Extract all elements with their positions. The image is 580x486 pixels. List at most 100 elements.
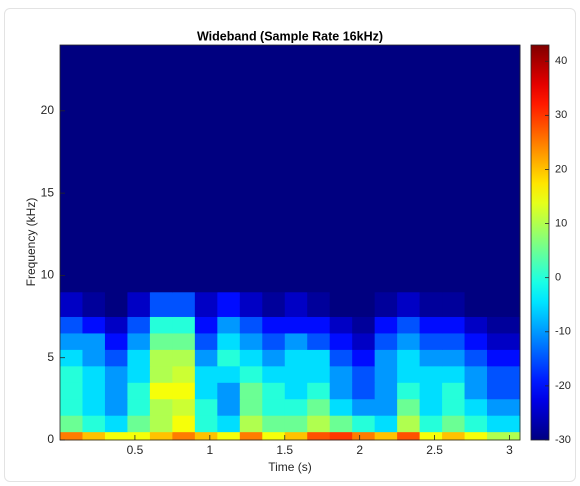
heatmap-cell (352, 382, 376, 400)
heatmap-cell (419, 365, 443, 383)
heatmap-cells (60, 45, 521, 441)
y-tick-label: 0 (47, 432, 54, 446)
heatmap-cell (352, 431, 376, 441)
heatmap-cell (419, 349, 443, 367)
heatmap-cell (397, 398, 421, 416)
heatmap-cell (397, 431, 421, 441)
heatmap-cell (104, 415, 128, 433)
y-tick-label: 15 (41, 185, 55, 199)
heatmap-cell (487, 333, 521, 350)
heatmap-cell (397, 365, 421, 383)
heatmap-cell (127, 291, 151, 317)
x-tick-label: 2 (356, 443, 363, 457)
heatmap-cell (194, 45, 218, 293)
heatmap-cell (149, 333, 173, 350)
heatmap-cell (374, 349, 398, 367)
colorbar (530, 44, 550, 441)
heatmap-cell (172, 431, 196, 441)
heatmap-cell (127, 333, 151, 350)
heatmap-cell (464, 45, 488, 293)
x-tick-label: 0.5 (127, 443, 144, 457)
heatmap-cell (172, 415, 196, 433)
heatmap-cell (352, 333, 376, 350)
heatmap-cell (217, 431, 241, 441)
heatmap-cell (262, 431, 286, 441)
heatmap-cell (329, 431, 353, 441)
heatmap-cell (82, 291, 106, 317)
y-tick-label: 5 (47, 350, 54, 364)
heatmap-cell (60, 415, 83, 433)
heatmap-cell (329, 45, 353, 293)
heatmap-cell (329, 398, 353, 416)
heatmap-cell (82, 382, 106, 400)
heatmap-cell (352, 349, 376, 367)
heatmap-cell (352, 45, 376, 293)
heatmap-cell (419, 45, 443, 293)
heatmap-cell (329, 316, 353, 334)
heatmap-cell (149, 349, 173, 367)
heatmap-cell (442, 45, 465, 293)
heatmap-cell (397, 316, 421, 334)
heatmap-cell (284, 365, 308, 383)
heatmap-cell (127, 382, 151, 400)
heatmap-cell (397, 45, 421, 293)
heatmap-cell (239, 382, 263, 400)
heatmap-cell (442, 415, 465, 433)
colorbar-tick-label: -20 (555, 380, 571, 392)
heatmap-cell (127, 365, 151, 383)
heatmap-cell (487, 431, 521, 441)
heatmap-cell (194, 365, 218, 383)
heatmap-cell (284, 398, 308, 416)
heatmap-cell (217, 365, 241, 383)
colorbar-tick-label: 10 (555, 217, 567, 229)
heatmap-cell (217, 398, 241, 416)
heatmap-cell (194, 398, 218, 416)
heatmap-cell (82, 365, 106, 383)
heatmap-cell (419, 291, 443, 317)
heatmap-cell (352, 398, 376, 416)
heatmap-cell (307, 365, 331, 383)
heatmap-cell (464, 382, 488, 400)
heatmap-cell (284, 349, 308, 367)
heatmap-cell (172, 382, 196, 400)
heatmap-cell (419, 415, 443, 433)
heatmap-cell (284, 431, 308, 441)
heatmap-cell (217, 382, 241, 400)
heatmap-cell (217, 316, 241, 334)
heatmap-cell (374, 333, 398, 350)
heatmap-cell (464, 333, 488, 350)
heatmap-cell (307, 45, 331, 293)
heatmap-cell (307, 349, 331, 367)
heatmap-cell (60, 431, 83, 441)
heatmap-cell (374, 382, 398, 400)
heatmap-cell (127, 415, 151, 433)
heatmap-cell (149, 398, 173, 416)
heatmap-cell (374, 431, 398, 441)
heatmap-cell (239, 291, 263, 317)
heatmap-cell (172, 333, 196, 350)
heatmap-cell (239, 365, 263, 383)
heatmap-cell (262, 316, 286, 334)
heatmap-cell (397, 333, 421, 350)
colorbar-tick-label: -10 (555, 326, 571, 338)
heatmap-cell (307, 316, 331, 334)
heatmap-cell (172, 45, 196, 293)
x-tick-label: 3 (506, 443, 513, 457)
heatmap-cell (329, 365, 353, 383)
heatmap-cell (60, 333, 83, 350)
heatmap-cell (60, 365, 83, 383)
heatmap-cell (329, 333, 353, 350)
heatmap-cell (352, 291, 376, 317)
heatmap-cell (104, 365, 128, 383)
heatmap-cell (82, 398, 106, 416)
colorbar-tick-label: 40 (555, 55, 567, 67)
heatmap-cell (262, 349, 286, 367)
heatmap-cell (127, 316, 151, 334)
heatmap-cell (374, 45, 398, 293)
heatmap-cell (442, 382, 465, 400)
heatmap-cell (464, 291, 488, 317)
heatmap-cell (284, 316, 308, 334)
heatmap-cell (149, 415, 173, 433)
heatmap-cell (262, 333, 286, 350)
